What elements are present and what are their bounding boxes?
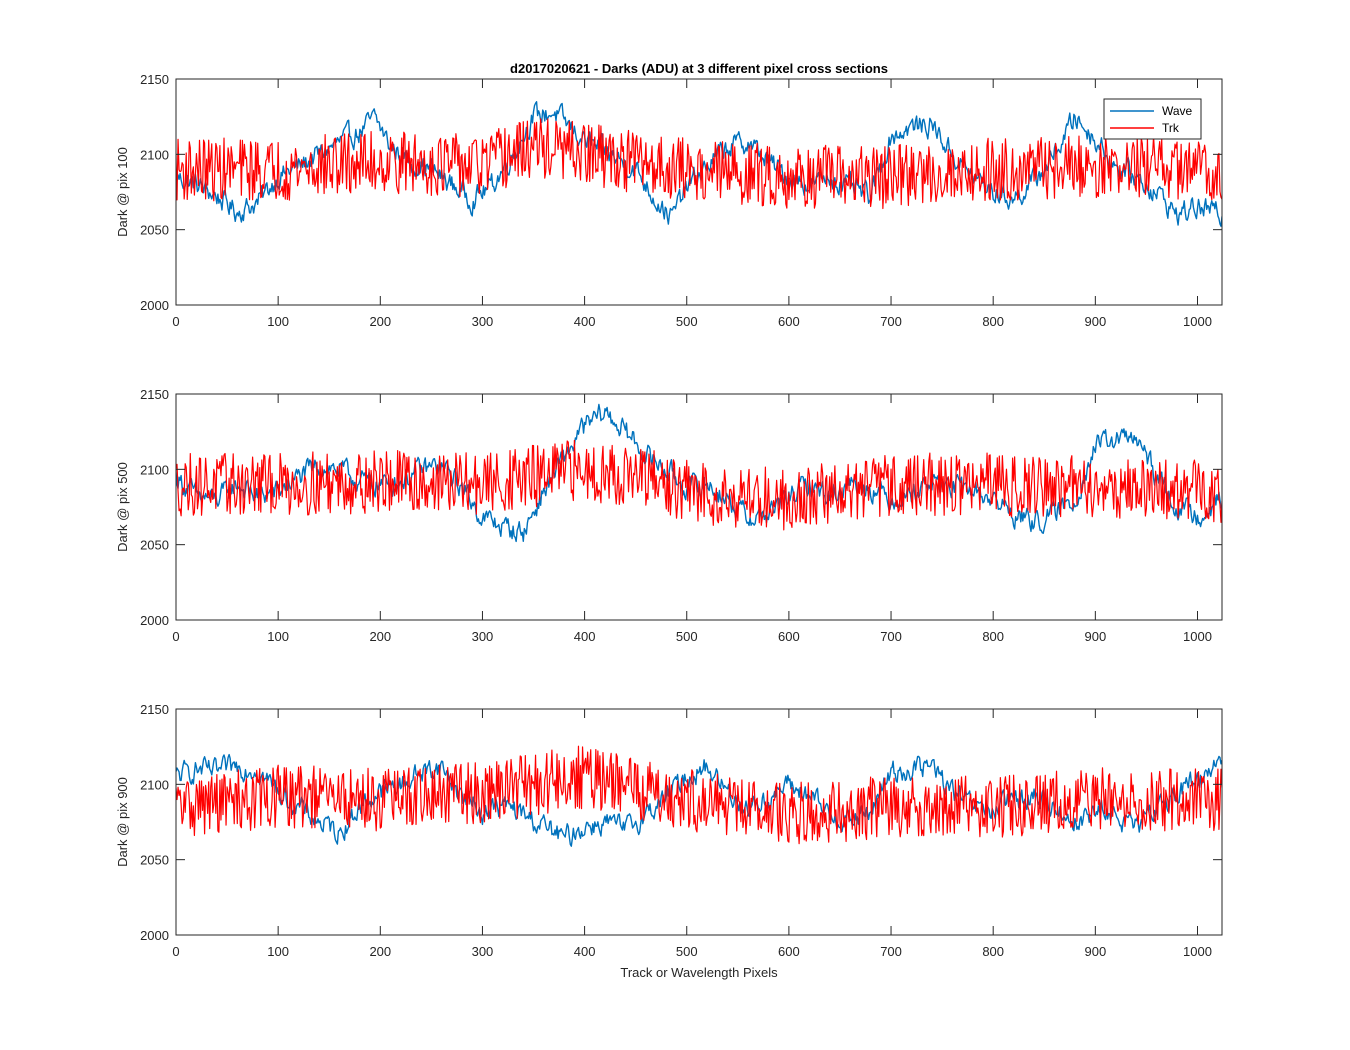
series-line-wave <box>176 101 1222 227</box>
x-tick-label: 700 <box>880 314 902 329</box>
x-tick-label: 200 <box>369 629 391 644</box>
y-axis-label: Dark @ pix 100 <box>115 147 130 237</box>
x-tick-label: 300 <box>472 314 494 329</box>
axes-box <box>175 708 1223 936</box>
series-group <box>176 101 1222 227</box>
x-tick-label: 400 <box>574 629 596 644</box>
x-tick-label: 500 <box>676 944 698 959</box>
axes-box <box>175 393 1223 621</box>
panels: 0 100 200 300 400 500 600 700 800 900 100020002050… <box>115 61 1223 980</box>
y-tick-label: 2050 <box>140 223 169 238</box>
x-tick-label: 200 <box>369 944 391 959</box>
x-tick-label: 200 <box>369 314 391 329</box>
x-tick-label: 300 <box>472 629 494 644</box>
y-tick-label: 2150 <box>140 72 169 87</box>
x-axis-label: Track or Wavelength Pixels <box>620 965 778 980</box>
x-tick-label: 900 <box>1084 944 1106 959</box>
y-tick-label: 2150 <box>140 702 169 717</box>
x-tick-label: 800 <box>982 944 1004 959</box>
panel-3: 0 100 200 300 400 500 600 700 800 900 1000 2000 2050… <box>115 702 1223 980</box>
y-tick-label: 2100 <box>140 147 169 162</box>
x-tick-label: 600 <box>778 944 800 959</box>
axes-box <box>175 78 1223 306</box>
series-line-trk <box>176 745 1222 845</box>
panel-1: 0 100 200 300 400 500 600 700 800 900 1000 2000 2050… <box>115 61 1223 329</box>
x-tick-label: 0 <box>172 314 179 329</box>
x-tick-label: 100 <box>267 629 289 644</box>
legend-box <box>1103 98 1202 140</box>
x-tick-label: 100 <box>267 314 289 329</box>
y-tick-label: 2000 <box>140 298 169 313</box>
x-tick-label: 500 <box>676 314 698 329</box>
y-axis-label: Dark @ pix 900 <box>115 777 130 867</box>
x-tick-label: 400 <box>574 944 596 959</box>
x-tick-label: 100 <box>267 944 289 959</box>
legend: Wave Trk <box>1103 98 1202 140</box>
x-tick-label: 1000 <box>1183 314 1212 329</box>
y-tick-label: 2050 <box>140 853 169 868</box>
legend-label-wave: Wave <box>1162 104 1193 118</box>
series-group <box>176 403 1222 543</box>
x-tick-label: 700 <box>880 629 902 644</box>
y-axis-label: Dark @ pix 500 <box>115 462 130 552</box>
x-tick-label: 1000 <box>1183 944 1212 959</box>
series-group <box>176 745 1222 847</box>
x-tick-label: 500 <box>676 629 698 644</box>
x-tick-label: 1000 <box>1183 629 1212 644</box>
y-tick-label: 2000 <box>140 928 169 943</box>
x-tick-label: 400 <box>574 314 596 329</box>
y-tick-label: 2150 <box>140 387 169 402</box>
y-tick-label: 2100 <box>140 777 169 792</box>
panel-2: 0 100 200 300 400 500 600 700 800 900 1000 2000 2050… <box>115 387 1223 644</box>
x-tick-label: 600 <box>778 629 800 644</box>
x-tick-label: 0 <box>172 944 179 959</box>
x-tick-label: 600 <box>778 314 800 329</box>
y-tick-label: 2100 <box>140 462 169 477</box>
x-tick-label: 900 <box>1084 629 1106 644</box>
x-tick-label: 800 <box>982 629 1004 644</box>
x-tick-label: 700 <box>880 944 902 959</box>
x-tick-label: 0 <box>172 629 179 644</box>
legend-label-trk: Trk <box>1162 121 1180 135</box>
y-tick-label: 2000 <box>140 613 169 628</box>
series-line-trk <box>176 118 1222 210</box>
series-line-trk <box>176 439 1222 531</box>
x-tick-label: 300 <box>472 944 494 959</box>
y-tick-label: 2050 <box>140 538 169 553</box>
x-tick-label: 900 <box>1084 314 1106 329</box>
chart-title: d2017020621 - Darks (ADU) at 3 different… <box>510 61 888 76</box>
plot-area <box>176 79 1222 305</box>
x-tick-label: 800 <box>982 314 1004 329</box>
